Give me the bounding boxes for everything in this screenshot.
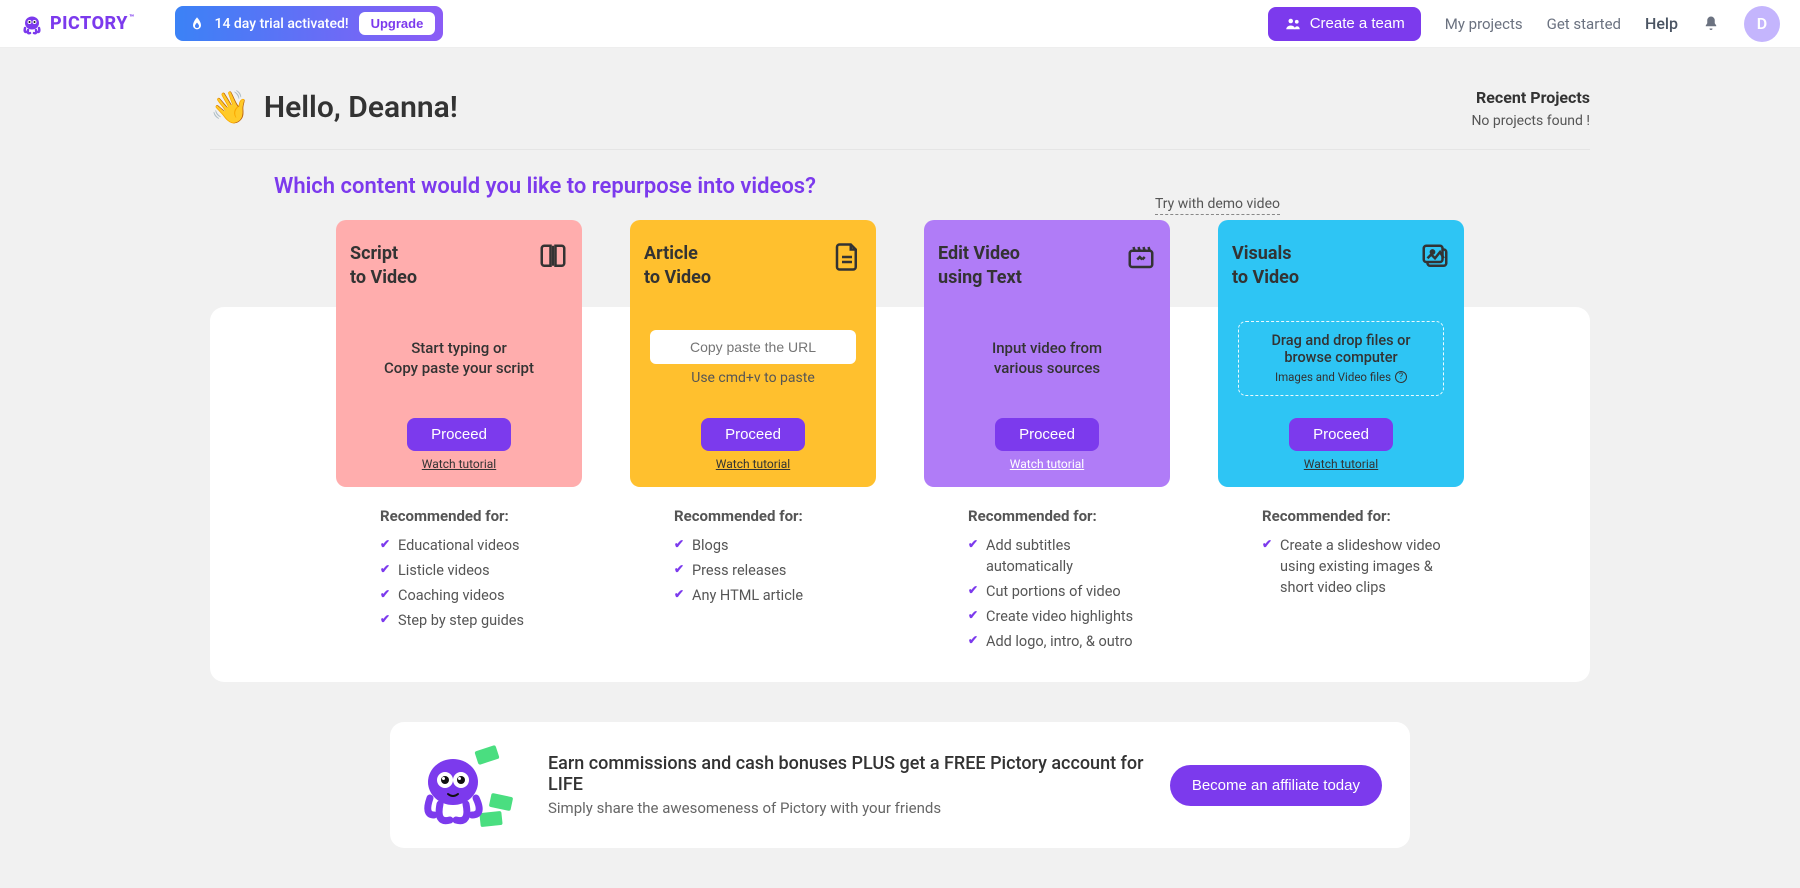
brand-logo[interactable]: PICTORY™ bbox=[20, 12, 135, 36]
article-url-input[interactable] bbox=[650, 330, 856, 364]
card-visuals-to-video[interactable]: Visualsto Video Drag and drop files orbr… bbox=[1218, 220, 1464, 487]
trial-text: 14 day trial activated! bbox=[215, 16, 349, 32]
option-cards: Scriptto Video Start typing orCopy paste… bbox=[210, 220, 1590, 487]
article-proceed-button[interactable]: Proceed bbox=[701, 418, 805, 451]
visuals-recommendations: Recommended for: Create a slideshow vide… bbox=[1218, 507, 1464, 654]
app-header: PICTORY™ 14 day trial activated! Upgrade… bbox=[0, 0, 1800, 48]
upgrade-button[interactable]: Upgrade bbox=[359, 12, 436, 35]
card-edit-body: Input video fromvarious sources bbox=[992, 338, 1102, 379]
card-script-title: Scriptto Video bbox=[350, 242, 417, 291]
brand-name: PICTORY™ bbox=[50, 13, 135, 34]
card-script-to-video[interactable]: Scriptto Video Start typing orCopy paste… bbox=[336, 220, 582, 487]
article-watch-tutorial-link[interactable]: Watch tutorial bbox=[716, 457, 790, 471]
recent-projects-empty: No projects found ! bbox=[1471, 113, 1590, 129]
script-rec-list: Educational videos Listicle videos Coach… bbox=[380, 533, 572, 633]
user-avatar[interactable]: D bbox=[1744, 6, 1780, 42]
recent-projects-title: Recent Projects bbox=[1471, 88, 1590, 107]
video-enhance-icon bbox=[1126, 242, 1156, 272]
top-row: 👋 Hello, Deanna! Recent Projects No proj… bbox=[210, 88, 1590, 150]
edit-rec-list: Add subtitles automatically Cut portions… bbox=[968, 533, 1160, 654]
visuals-proceed-button[interactable]: Proceed bbox=[1289, 418, 1393, 451]
visuals-dropzone[interactable]: Drag and drop files orbrowse computer Im… bbox=[1238, 321, 1444, 396]
affiliate-banner: Earn commissions and cash bonuses PLUS g… bbox=[390, 722, 1410, 848]
edit-watch-tutorial-link[interactable]: Watch tutorial bbox=[1010, 457, 1084, 471]
greeting: 👋 Hello, Deanna! bbox=[210, 88, 458, 126]
card-article-to-video[interactable]: Articleto Video Use cmd+v to paste Proce… bbox=[630, 220, 876, 487]
visuals-watch-tutorial-link[interactable]: Watch tutorial bbox=[1304, 457, 1378, 471]
octopus-cash-icon bbox=[418, 740, 528, 830]
octopus-icon bbox=[20, 12, 44, 36]
get-started-link[interactable]: Get started bbox=[1547, 15, 1621, 33]
main-content: 👋 Hello, Deanna! Recent Projects No proj… bbox=[210, 48, 1590, 888]
edit-recommendations: Recommended for: Add subtitles automatic… bbox=[924, 507, 1170, 654]
script-proceed-button[interactable]: Proceed bbox=[407, 418, 511, 451]
help-icon[interactable]: ? bbox=[1395, 371, 1407, 383]
article-rec-list: Blogs Press releases Any HTML article bbox=[674, 533, 866, 608]
trial-banner: 14 day trial activated! Upgrade bbox=[175, 6, 444, 41]
article-recommendations: Recommended for: Blogs Press releases An… bbox=[630, 507, 876, 654]
document-icon bbox=[832, 242, 862, 272]
visuals-rec-list: Create a slideshow video using existing … bbox=[1262, 533, 1454, 600]
my-projects-link[interactable]: My projects bbox=[1445, 15, 1523, 33]
edit-proceed-button[interactable]: Proceed bbox=[995, 418, 1099, 451]
bell-icon[interactable] bbox=[1702, 15, 1720, 33]
wave-emoji: 👋 bbox=[210, 88, 250, 126]
try-demo-link[interactable]: Try with demo video bbox=[1155, 196, 1280, 215]
article-url-hint: Use cmd+v to paste bbox=[691, 370, 815, 386]
card-edit-title: Edit Videousing Text bbox=[938, 242, 1022, 291]
book-open-icon bbox=[538, 242, 568, 272]
media-collection-icon bbox=[1420, 242, 1450, 272]
card-script-body: Start typing orCopy paste your script bbox=[384, 338, 534, 379]
affiliate-cta-button[interactable]: Become an affiliate today bbox=[1170, 765, 1382, 806]
script-watch-tutorial-link[interactable]: Watch tutorial bbox=[422, 457, 496, 471]
header-right: Create a team My projects Get started He… bbox=[1268, 6, 1780, 42]
people-icon bbox=[1284, 15, 1302, 33]
flame-icon bbox=[189, 16, 205, 32]
greeting-text: Hello, Deanna! bbox=[264, 90, 458, 125]
help-link[interactable]: Help bbox=[1645, 14, 1678, 33]
card-edit-video[interactable]: Edit Videousing Text Input video fromvar… bbox=[924, 220, 1170, 487]
script-recommendations: Recommended for: Educational videos List… bbox=[336, 507, 582, 654]
card-visuals-title: Visualsto Video bbox=[1232, 242, 1299, 291]
recent-projects: Recent Projects No projects found ! bbox=[1471, 88, 1590, 129]
affiliate-text: Earn commissions and cash bonuses PLUS g… bbox=[548, 753, 1150, 817]
create-team-button[interactable]: Create a team bbox=[1268, 7, 1421, 41]
card-article-title: Articleto Video bbox=[644, 242, 711, 291]
